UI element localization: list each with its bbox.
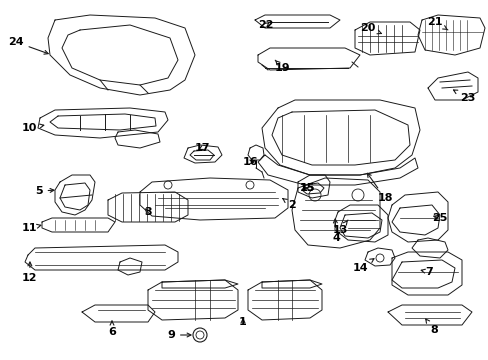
Text: 15: 15	[299, 183, 315, 193]
Text: 9: 9	[167, 330, 191, 340]
Text: 17: 17	[194, 143, 209, 153]
Text: 8: 8	[425, 319, 437, 335]
Text: 20: 20	[360, 23, 381, 34]
Text: 14: 14	[351, 259, 373, 273]
Text: 25: 25	[431, 213, 447, 223]
Text: 1: 1	[239, 317, 246, 327]
Text: 10: 10	[22, 123, 44, 133]
Text: 24: 24	[8, 37, 48, 54]
Text: 18: 18	[366, 173, 392, 203]
Text: 3: 3	[144, 207, 151, 217]
Text: 6: 6	[108, 321, 116, 337]
Text: 11: 11	[22, 223, 41, 233]
Text: 12: 12	[22, 262, 38, 283]
Text: 21: 21	[427, 17, 447, 30]
Text: 7: 7	[420, 267, 432, 277]
Text: 4: 4	[331, 219, 339, 243]
Text: 22: 22	[258, 20, 273, 30]
Text: 15: 15	[299, 183, 315, 193]
Text: 5: 5	[35, 186, 54, 196]
Text: 13: 13	[332, 220, 347, 235]
Text: 23: 23	[452, 90, 474, 103]
Text: 16: 16	[242, 157, 257, 167]
Text: 19: 19	[274, 60, 290, 73]
Text: 2: 2	[282, 198, 295, 210]
